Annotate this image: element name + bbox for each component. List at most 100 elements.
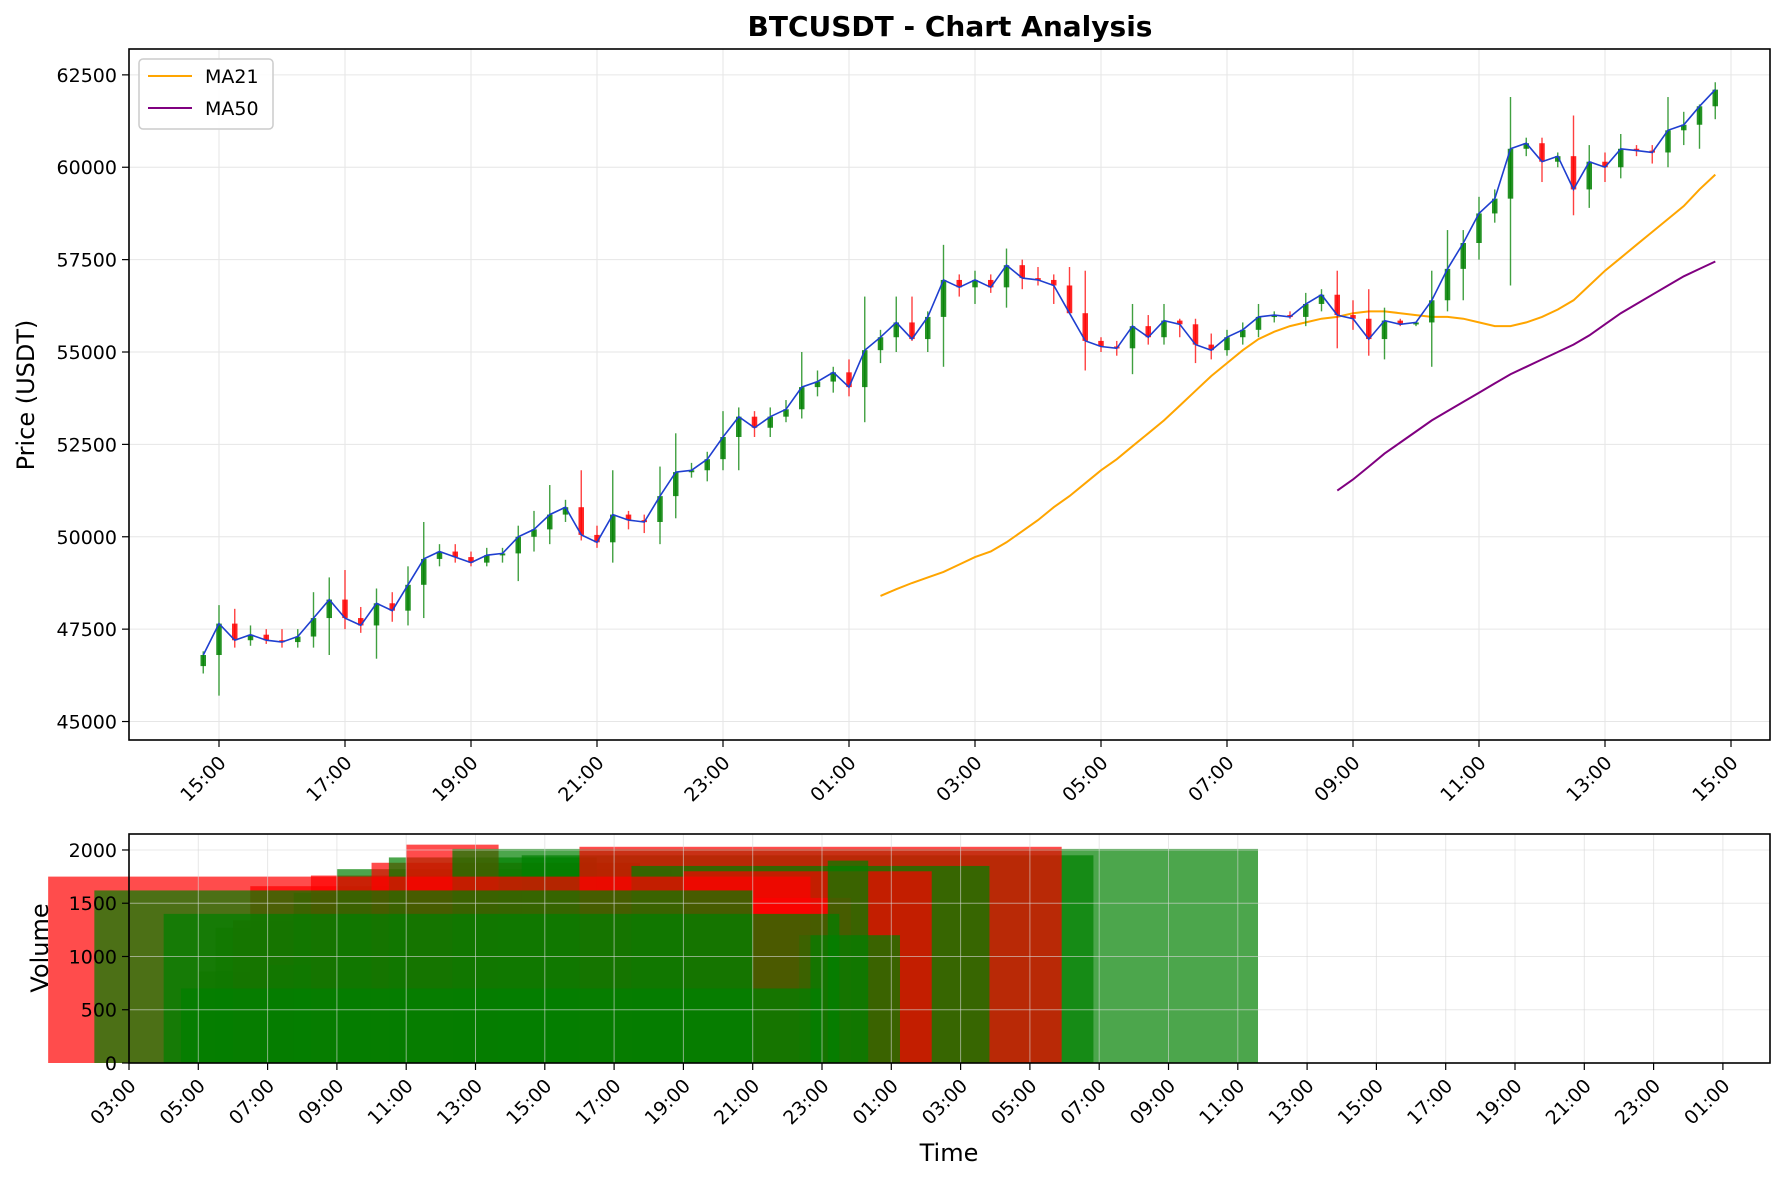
candle-body bbox=[1098, 340, 1104, 347]
price-y-tick-label: 52500 bbox=[57, 434, 117, 456]
candle-body bbox=[1618, 148, 1624, 168]
candle-body bbox=[688, 470, 695, 473]
candle-body bbox=[1082, 313, 1088, 341]
candle-body bbox=[704, 459, 710, 471]
candle-body bbox=[1633, 148, 1640, 151]
candle-body bbox=[893, 322, 899, 338]
candle-body bbox=[1224, 337, 1230, 351]
candle-body bbox=[1366, 318, 1372, 340]
candle-body bbox=[956, 279, 962, 288]
legend-label-ma50: MA50 bbox=[205, 98, 259, 120]
candle-body bbox=[1429, 300, 1435, 323]
candle-body bbox=[909, 322, 915, 340]
candle-body bbox=[1586, 161, 1592, 190]
moving-average-lines bbox=[880, 173, 1716, 597]
volume-y-tick-label: 2000 bbox=[69, 840, 117, 862]
candle-body bbox=[1003, 265, 1010, 288]
candle-body bbox=[389, 603, 395, 611]
volume-x-axis-label: Time bbox=[919, 1139, 979, 1167]
price-y-tick-label: 60000 bbox=[57, 157, 117, 179]
candle-body bbox=[1177, 320, 1183, 325]
candle-body bbox=[373, 603, 380, 626]
candle-body bbox=[1696, 106, 1703, 125]
candle-body bbox=[814, 381, 821, 388]
candle-body bbox=[1192, 324, 1199, 345]
candle-body bbox=[1539, 143, 1545, 162]
candle-body bbox=[342, 599, 348, 619]
candle-body bbox=[625, 514, 632, 521]
candle-body bbox=[1460, 242, 1466, 269]
candle-body bbox=[515, 536, 521, 554]
candle-body bbox=[988, 279, 994, 288]
candle-body bbox=[421, 558, 427, 585]
candle-body bbox=[547, 514, 553, 530]
candle-body bbox=[751, 416, 758, 428]
candle-body bbox=[436, 551, 443, 559]
price-y-axis-label: Price (USDT) bbox=[12, 320, 40, 471]
volume-y-tick-label: 500 bbox=[81, 1000, 117, 1022]
candle-body bbox=[1271, 315, 1277, 318]
candle-body bbox=[405, 584, 411, 611]
candle-body bbox=[657, 496, 663, 522]
candle-body bbox=[1350, 315, 1356, 319]
candle-body bbox=[1665, 130, 1671, 153]
candle-body bbox=[1303, 303, 1309, 317]
price-y-tick-label: 47500 bbox=[57, 619, 117, 641]
candle-body bbox=[1129, 326, 1136, 349]
candle-body bbox=[1523, 143, 1529, 149]
volume-bars bbox=[48, 844, 1259, 1063]
candle-body bbox=[720, 436, 726, 460]
candle-body bbox=[468, 557, 474, 563]
legend: MA21 MA50 bbox=[138, 58, 274, 130]
candle-body bbox=[1145, 326, 1151, 338]
candle-body bbox=[295, 636, 301, 643]
price-y-tick-label: 55000 bbox=[57, 342, 117, 364]
candle-body bbox=[1602, 161, 1608, 168]
volume-y-tick-label: 1500 bbox=[69, 893, 117, 915]
candle-body bbox=[247, 634, 254, 641]
candle-body bbox=[862, 350, 868, 388]
close-price-line bbox=[202, 89, 1716, 656]
volume-y-tick-label: 1000 bbox=[69, 946, 117, 968]
candle-body bbox=[610, 514, 616, 543]
price-plot-frame bbox=[128, 48, 1771, 741]
candle-body bbox=[1570, 156, 1577, 190]
price-gridlines bbox=[129, 49, 1770, 740]
close-price-line bbox=[202, 89, 1716, 656]
candle-body bbox=[310, 618, 317, 637]
candle-body bbox=[1019, 265, 1025, 279]
candle-body bbox=[1712, 89, 1718, 107]
candle-body bbox=[499, 553, 506, 556]
price-y-tick-label: 57500 bbox=[57, 250, 117, 272]
candle-body bbox=[1413, 322, 1419, 325]
candle-body bbox=[1334, 294, 1340, 316]
ma-line-ma21 bbox=[880, 173, 1716, 597]
candle-body bbox=[562, 507, 569, 515]
candle-body bbox=[1318, 294, 1325, 304]
candle-body bbox=[263, 634, 269, 641]
candle-body bbox=[1444, 268, 1451, 301]
candle-body bbox=[216, 623, 222, 656]
price-y-tick-label: 45000 bbox=[57, 712, 117, 734]
candle-body bbox=[940, 279, 947, 317]
candlesticks bbox=[200, 82, 1718, 696]
candle-body bbox=[783, 409, 789, 417]
ma-line-ma50 bbox=[1336, 260, 1716, 492]
volume-y-tick-label: 0 bbox=[105, 1053, 117, 1075]
candle-body bbox=[925, 316, 931, 340]
candle-body bbox=[1397, 320, 1403, 325]
chart-title: BTCUSDT - Chart Analysis bbox=[748, 10, 1153, 43]
volume-y-axis-label: Volume bbox=[26, 903, 54, 992]
candle-body bbox=[594, 534, 600, 543]
candle-body bbox=[279, 640, 285, 643]
volume-bar bbox=[180, 988, 823, 1063]
volume-plot-frame bbox=[128, 833, 1771, 1064]
candle-body bbox=[877, 337, 884, 351]
candle-body bbox=[1051, 279, 1057, 286]
price-y-tick-label: 62500 bbox=[57, 65, 117, 87]
price-y-tick-label: 50000 bbox=[57, 527, 117, 549]
candle-body bbox=[578, 507, 584, 535]
candle-body bbox=[830, 372, 836, 382]
